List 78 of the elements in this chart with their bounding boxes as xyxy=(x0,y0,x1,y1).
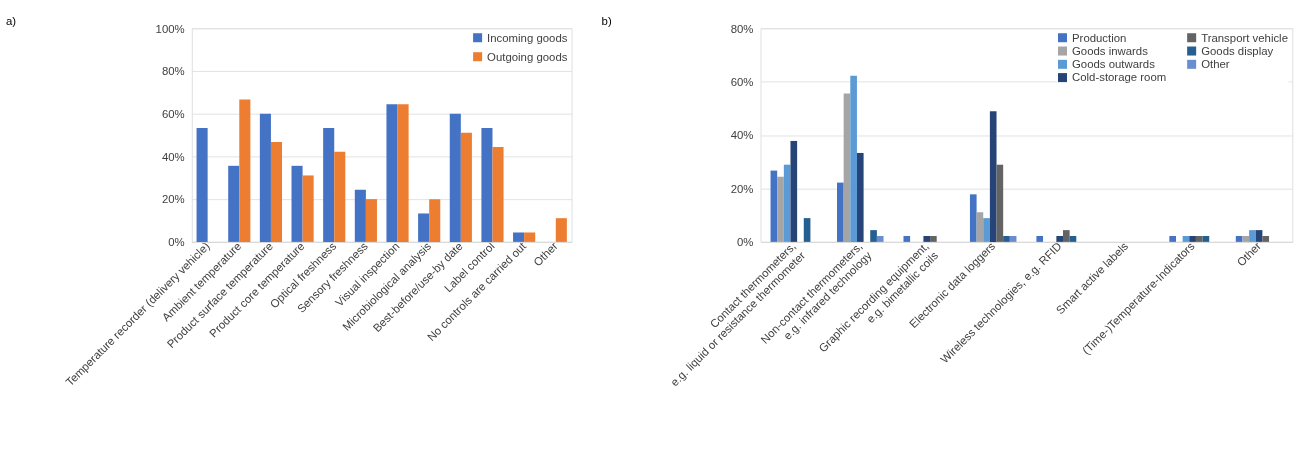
bar xyxy=(1242,236,1250,242)
text: a) xyxy=(6,15,17,28)
y-tick-label: 40% xyxy=(730,129,754,142)
y-tick-label: 80% xyxy=(161,65,185,78)
legend-label: Goods outwards xyxy=(1072,58,1156,71)
y-tick-label: 80% xyxy=(730,22,754,35)
bar xyxy=(196,128,208,242)
bar xyxy=(923,236,931,242)
bar xyxy=(1062,230,1070,242)
bar xyxy=(270,142,283,242)
bar xyxy=(228,165,240,242)
bar xyxy=(989,111,997,242)
bar xyxy=(397,104,409,242)
y-tick-label: 20% xyxy=(161,193,185,206)
bar xyxy=(1003,236,1010,242)
legend-label: Transport vehicle xyxy=(1201,31,1288,44)
bar xyxy=(492,147,504,242)
bar xyxy=(386,104,398,242)
bar xyxy=(850,75,857,242)
y-tick-label: 20% xyxy=(730,182,754,195)
bar xyxy=(1202,236,1210,242)
bar xyxy=(870,230,877,242)
legend-label: Other xyxy=(1201,58,1230,71)
bar xyxy=(460,132,472,242)
bar xyxy=(449,113,461,242)
bar xyxy=(1169,236,1176,242)
bar xyxy=(481,128,493,242)
legend-label: Goods display xyxy=(1201,44,1274,57)
bar xyxy=(239,99,251,242)
bar xyxy=(1056,236,1063,242)
bar xyxy=(1036,236,1044,242)
legend-label: Incoming goods xyxy=(487,31,568,44)
bar xyxy=(334,151,346,242)
bar xyxy=(513,232,525,242)
bar xyxy=(524,232,536,242)
bar xyxy=(1195,236,1203,242)
legend-label: Outgoing goods xyxy=(487,50,568,63)
legend-label: Goods inwards xyxy=(1072,44,1149,57)
bar xyxy=(418,213,430,242)
text: b) xyxy=(601,15,612,28)
y-tick-label: 40% xyxy=(161,150,185,163)
bar xyxy=(770,170,778,242)
bar xyxy=(969,194,977,242)
bar xyxy=(837,182,844,242)
legend-label: Cold-storage room xyxy=(1072,71,1167,84)
y-tick-label: 100% xyxy=(155,22,185,35)
bar xyxy=(259,113,271,242)
bar xyxy=(996,164,1004,242)
legend-label: Production xyxy=(1072,31,1127,44)
bar xyxy=(983,218,990,242)
bar xyxy=(323,128,335,242)
bar xyxy=(783,164,791,242)
bar xyxy=(856,152,864,242)
bar xyxy=(302,175,314,242)
bar xyxy=(1182,236,1190,242)
bar xyxy=(1235,236,1243,242)
bar xyxy=(365,199,377,242)
bar xyxy=(1255,230,1263,242)
bar xyxy=(976,212,984,242)
y-tick-label: 60% xyxy=(161,107,185,120)
bar xyxy=(790,140,798,242)
bar xyxy=(1249,230,1256,242)
bar xyxy=(930,236,937,242)
bar xyxy=(777,176,784,242)
bar xyxy=(803,218,811,242)
bar xyxy=(1069,236,1077,242)
bar xyxy=(429,199,441,242)
y-tick-label: 0% xyxy=(736,236,754,249)
bar xyxy=(876,236,884,242)
bar xyxy=(1262,236,1270,242)
bar xyxy=(1009,236,1017,242)
bar xyxy=(903,236,911,242)
bar xyxy=(354,189,366,242)
bar xyxy=(291,165,303,242)
bar xyxy=(1189,236,1196,242)
bar xyxy=(555,218,567,242)
y-tick-label: 60% xyxy=(730,75,754,88)
bar xyxy=(843,93,851,242)
